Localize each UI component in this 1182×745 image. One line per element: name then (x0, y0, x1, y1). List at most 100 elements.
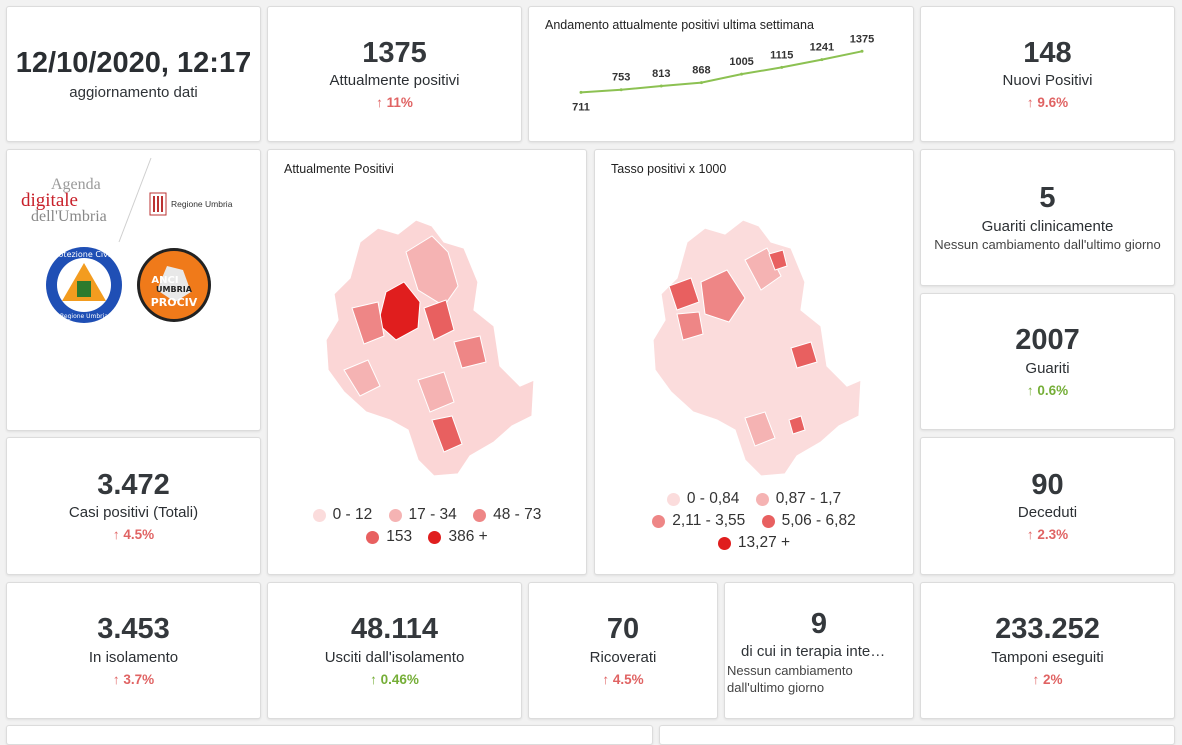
legend-label: 48 - 73 (493, 506, 542, 523)
attualmente-positivi-value: 1375 (362, 36, 427, 69)
nuovi-positivi-card[interactable]: 148 Nuovi Positivi ↑ 9.6% (920, 6, 1175, 142)
map1-region-foligno[interactable] (453, 335, 487, 369)
isolamento-value: 3.453 (97, 613, 170, 646)
legend-dot-icon (366, 530, 380, 544)
casi-totali-card[interactable]: 3.472 Casi positivi (Totali) ↑ 4.5% (6, 437, 261, 575)
deceduti-delta: ↑ 2.3% (1027, 527, 1068, 542)
guariti-clinicamente-value: 5 (1039, 182, 1056, 215)
umbria-map-tasso[interactable] (595, 190, 915, 490)
trend-data-label: 711 (572, 101, 590, 113)
legend-dot-icon (473, 508, 487, 522)
trend-data-label: 1241 (810, 42, 834, 54)
map1-legend-item[interactable]: 48 - 73 (473, 506, 541, 524)
map1-legend-item[interactable]: 17 - 34 (388, 506, 457, 524)
trend-point[interactable] (579, 90, 583, 94)
legend-dot-icon (755, 492, 769, 506)
arrow-up-icon: ↑ (602, 671, 610, 687)
map1-legend-item[interactable]: 0 - 12 (312, 506, 372, 524)
terapia-value: 9 (810, 608, 828, 640)
terapia-label: di cui in terapia inte… (741, 643, 886, 660)
map-tasso-positivi-card[interactable]: Tasso positivi x 1000 0 - 0,84 0,87 - 1,… (594, 149, 914, 575)
legend-label: 17 - 34 (408, 506, 457, 523)
attualmente-positivi-delta: ↑ 11% (376, 95, 413, 110)
delta-value: 0.6% (1037, 382, 1069, 398)
map2-legend-item[interactable]: 0 - 0,84 (666, 490, 739, 508)
attualmente-positivi-label: Attualmente positivi (329, 72, 460, 90)
legend-label: 0,87 - 1,7 (775, 490, 842, 507)
usciti-value: 48.114 (350, 613, 439, 646)
trend-point[interactable] (780, 65, 784, 69)
map1-region-nordest[interactable] (405, 235, 459, 307)
map2-legend-row3: 13,27 + (595, 534, 913, 555)
delta-value: 3.7% (123, 671, 155, 687)
map2-legend-item[interactable]: 0,87 - 1,7 (755, 490, 842, 508)
map1-region-gubbio[interactable] (423, 299, 455, 341)
anci-line3: PROCIV (151, 296, 198, 309)
trend-chart-card[interactable]: Andamento attualmente positivi ultima se… (528, 6, 914, 142)
umbria-map-positivi[interactable] (268, 190, 588, 490)
nuovi-positivi-delta: ↑ 9.6% (1027, 95, 1068, 110)
map2-region-centro[interactable] (700, 269, 746, 323)
isolamento-card[interactable]: 3.453 In isolamento ↑ 3.7% (6, 582, 261, 719)
trend-point[interactable] (740, 72, 744, 76)
terapia-note-line2: dall'ultimo giorno (727, 680, 825, 695)
map2-region-gualdo[interactable] (768, 249, 788, 271)
trend-data-label: 813 (652, 68, 670, 80)
trend-data-label: 1375 (850, 33, 874, 45)
attualmente-positivi-card[interactable]: 1375 Attualmente positivi ↑ 11% (267, 6, 522, 142)
map1-region-trasimeno[interactable] (351, 301, 385, 345)
map1-region-spoleto[interactable] (417, 371, 455, 413)
trend-point[interactable] (619, 88, 623, 92)
guariti-label: Guariti (1025, 359, 1070, 377)
trend-chart: 711 753 813 868 1005 1115 1241 1375 (572, 33, 874, 113)
arrow-up-icon: ↑ (1026, 382, 1034, 398)
delta-value: 11% (386, 95, 413, 111)
nuovi-positivi-label: Nuovi Positivi (1002, 72, 1093, 90)
deceduti-card[interactable]: 90 Deceduti ↑ 2.3% (920, 437, 1175, 575)
map1-region-orvieto[interactable] (343, 359, 381, 397)
map1-legend-item[interactable]: 153 (366, 528, 412, 546)
map2-legend-item[interactable]: 5,06 - 6,82 (761, 512, 856, 530)
deceduti-label: Deceduti (1017, 504, 1078, 522)
trend-point[interactable] (699, 81, 703, 85)
guariti-clinicamente-card[interactable]: 5 Guariti clinicamente Nessun cambiament… (920, 149, 1175, 286)
terapia-intensiva-card[interactable]: 9 di cui in terapia inte… Nessun cambiam… (724, 582, 914, 719)
map1-region-base[interactable] (325, 219, 535, 477)
map2-region-sud[interactable] (744, 411, 776, 447)
map2-legend-item[interactable]: 13,27 + (717, 534, 791, 552)
legend-label: 5,06 - 6,82 (781, 512, 856, 529)
usciti-card[interactable]: 48.114 Usciti dall'isolamento ↑ 0.46% (267, 582, 522, 719)
anci-line2: UMBRIA (156, 285, 193, 294)
map2-region-trasimeno[interactable] (676, 311, 704, 341)
guariti-clinicamente-note: Nessun cambiamento dall'ultimo giorno (934, 236, 1161, 252)
arrow-up-icon: ↑ (112, 671, 120, 687)
trend-point[interactable] (659, 84, 663, 88)
map2-region-valnerina[interactable] (790, 341, 818, 369)
trend-data-label: 753 (612, 72, 630, 84)
trend-series-line (580, 50, 863, 94)
map2-region-amelia[interactable] (788, 415, 806, 435)
tamponi-label: Tamponi eseguiti (991, 648, 1104, 666)
arrow-up-icon: ↑ (376, 95, 383, 111)
map1-legend-item[interactable]: 386 + (428, 528, 488, 546)
map1-legend: 0 - 12 17 - 34 48 - 73 (268, 506, 586, 527)
legend-label: 13,27 + (737, 534, 791, 551)
map2-legend-item[interactable]: 2,11 - 3,55 (652, 512, 745, 530)
legend-dot-icon (388, 508, 402, 522)
legend-dot-icon (666, 492, 680, 506)
tamponi-card[interactable]: 233.252 Tamponi eseguiti ↑ 2% (920, 582, 1175, 719)
map1-title: Attualmente Positivi (284, 162, 394, 176)
map1-legend-row2: 153 386 + (268, 528, 586, 549)
trend-point[interactable] (820, 58, 824, 62)
map1-region-terni[interactable] (431, 415, 463, 453)
trend-point[interactable] (860, 49, 864, 53)
ricoverati-card[interactable]: 70 Ricoverati ↑ 4.5% (528, 582, 718, 719)
map2-region-nordovest[interactable] (668, 277, 700, 311)
map-attualmente-positivi-card[interactable]: Attualmente Positivi 0 - 12 17 - 34 48 -… (267, 149, 587, 575)
update-datetime: 12/10/2020, 12:17 (15, 47, 252, 79)
anci-umbria-prociv-logo-icon: ANCI UMBRIA PROCIV (137, 248, 211, 322)
update-card: 12/10/2020, 12:17 aggiornamento dati (6, 6, 261, 142)
casi-totali-label: Casi positivi (Totali) (68, 504, 199, 522)
guariti-card[interactable]: 2007 Guariti ↑ 0.6% (920, 293, 1175, 430)
casi-totali-value: 3.472 (97, 468, 170, 501)
